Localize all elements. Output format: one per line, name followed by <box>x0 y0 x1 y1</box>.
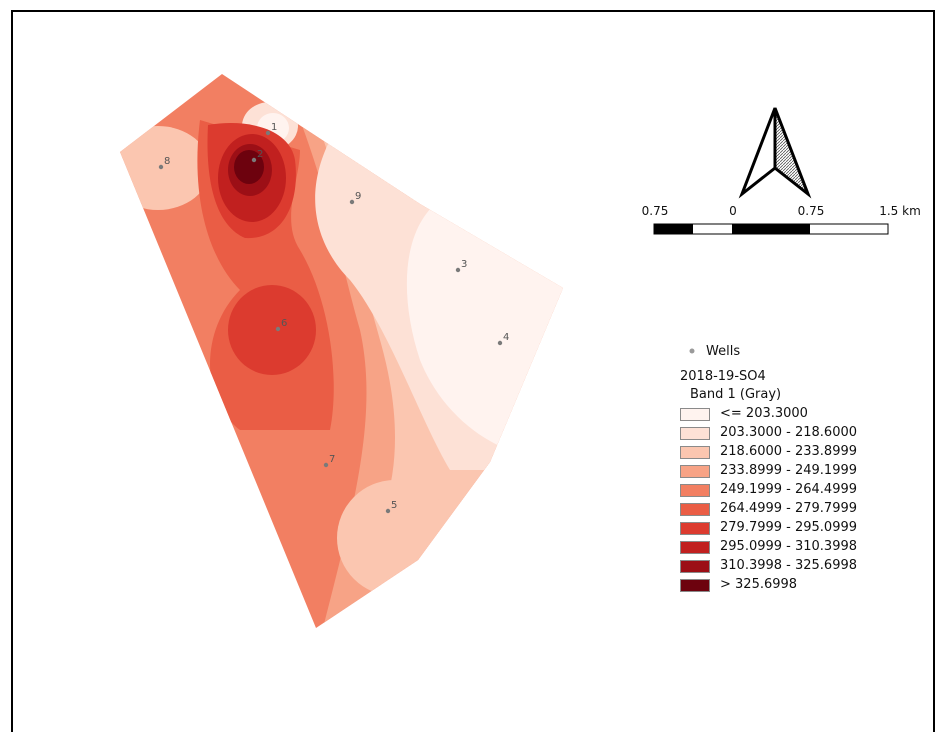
well-label: 5 <box>391 500 397 511</box>
legend-swatch <box>680 522 710 535</box>
well-point <box>455 267 461 273</box>
legend-swatch <box>680 427 710 440</box>
legend-swatch <box>680 579 710 592</box>
well-point <box>265 130 271 136</box>
legend-class-label: 264.4999 - 279.7999 <box>720 501 858 516</box>
scale-label: 1.5 km <box>879 204 921 218</box>
legend-wells-label: Wells <box>706 344 741 359</box>
legend-swatch <box>680 408 710 421</box>
legend-class-label: > 325.6998 <box>720 577 798 592</box>
well-label: 8 <box>164 156 170 167</box>
well-point <box>497 340 503 346</box>
legend-swatch <box>680 484 710 497</box>
well-point <box>158 164 164 170</box>
well-label: 9 <box>355 191 361 202</box>
scale-label: 0.75 <box>797 204 825 218</box>
wells-layer: 1 2 3 4 5 6 7 8 9 <box>158 122 509 514</box>
well-point <box>275 326 281 332</box>
well-label: 7 <box>329 454 335 465</box>
well-point <box>323 462 329 468</box>
legend-class-label: 233.8999 - 249.1999 <box>720 463 858 478</box>
scale-label: 0 <box>729 204 737 218</box>
north-arrow <box>738 107 812 199</box>
legend-swatch <box>680 446 710 459</box>
well-label: 2 <box>257 149 263 160</box>
legend-swatch <box>680 465 710 478</box>
well-point <box>349 199 355 205</box>
legend-class-label: 249.1999 - 264.4999 <box>720 482 858 497</box>
legend-class-label: 218.6000 - 233.8999 <box>720 444 858 459</box>
legend-layer-title: 2018-19-SO4 <box>680 369 766 384</box>
legend-swatch <box>680 560 710 573</box>
legend-class-label: <= 203.3000 <box>720 406 808 421</box>
legend-wells-symbol <box>688 344 696 359</box>
well-label: 6 <box>281 318 287 329</box>
legend-band-title: Band 1 (Gray) <box>690 387 782 402</box>
legend-swatch <box>680 503 710 516</box>
scale-bar <box>653 223 889 235</box>
scale-label: 0.75 <box>641 204 669 218</box>
legend-class-label: 310.3998 - 325.6998 <box>720 558 858 573</box>
well-point <box>251 157 257 163</box>
legend-class-label: 295.0999 - 310.3998 <box>720 539 858 554</box>
legend-swatch <box>680 541 710 554</box>
legend-class-label: 203.3000 - 218.6000 <box>720 425 858 440</box>
so4-interpolation-raster <box>120 74 563 628</box>
well-label: 4 <box>503 332 509 343</box>
legend-class-label: 279.7999 - 295.0999 <box>720 520 858 535</box>
well-point <box>385 508 391 514</box>
well-label: 3 <box>461 259 467 270</box>
well-label: 1 <box>271 122 277 133</box>
